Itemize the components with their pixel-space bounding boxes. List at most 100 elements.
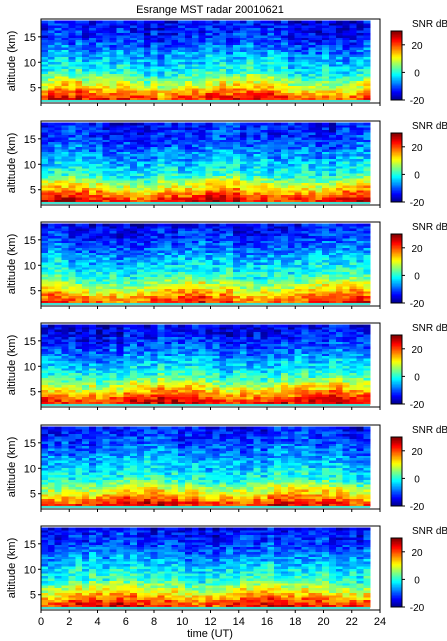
heatmap-cell [232, 192, 241, 196]
heatmap-cell [239, 27, 248, 31]
heatmap-cell [294, 194, 302, 198]
heatmap-cell [260, 92, 268, 96]
heatmap-cell [260, 80, 268, 84]
colorbar-2 [391, 133, 402, 203]
heatmap-cell [82, 78, 90, 82]
heatmap-cell [95, 295, 104, 299]
heatmap-cell [68, 20, 76, 24]
heatmap-cell [315, 194, 323, 198]
heatmap-cell [157, 235, 165, 239]
heatmap-cell [205, 283, 213, 287]
heatmap-cell [342, 259, 350, 263]
heatmap-cell [363, 149, 371, 152]
heatmap-cell [68, 245, 76, 248]
heatmap-cell [150, 95, 158, 98]
heatmap-cell [301, 66, 309, 70]
heatmap-cell [54, 144, 62, 147]
heatmap-cell [342, 68, 350, 72]
heatmap-cell [116, 276, 124, 280]
heatmap-cell [82, 61, 90, 65]
heatmap-cell [164, 141, 172, 145]
colorbar-segment [391, 135, 402, 137]
heatmap-cell [95, 59, 104, 62]
heatmap-cell [191, 295, 200, 299]
heatmap-cell [123, 271, 131, 275]
heatmap-cell [143, 139, 152, 143]
heatmap-cell [109, 199, 117, 203]
colorbar-segment [391, 90, 402, 93]
heatmap-cell [226, 230, 234, 234]
heatmap-cell [54, 39, 62, 43]
heatmap-cell [89, 83, 97, 86]
heatmap-cell [102, 177, 110, 181]
heatmap-cell [226, 240, 234, 244]
heatmap-cell [253, 271, 261, 275]
heatmap-cell [47, 298, 56, 301]
heatmap-cell [287, 175, 296, 179]
heatmap-cell [308, 37, 316, 41]
heatmap-cell [335, 230, 344, 234]
heatmap-cell [212, 276, 220, 280]
heatmap-cell [109, 149, 117, 152]
heatmap-cell [315, 250, 323, 253]
heatmap-cell [61, 242, 69, 246]
heatmap-cell [205, 259, 213, 263]
heatmap-cell [102, 290, 110, 294]
colorbar-segment [391, 37, 402, 40]
heatmap-cell [246, 247, 254, 251]
heatmap-cell [54, 300, 62, 304]
heatmap-cell [143, 185, 152, 188]
heatmap-cell [322, 235, 330, 239]
heatmap-cell [294, 252, 302, 256]
heatmap-cell [54, 85, 62, 89]
heatmap-cell [75, 177, 83, 181]
heatmap-cell [61, 257, 69, 261]
heatmap-cell [349, 225, 357, 229]
heatmap-cell [178, 290, 186, 294]
heatmap-cell [219, 22, 227, 26]
heatmap-cell [75, 283, 83, 287]
heatmap-cell [150, 144, 158, 147]
heatmap-cell [54, 274, 62, 277]
heatmap-cell [239, 153, 248, 157]
heatmap-cell [280, 39, 289, 43]
heatmap-cell [226, 266, 234, 270]
heatmap-cell [260, 71, 268, 74]
heatmap-cell [116, 300, 124, 304]
heatmap-cell [308, 68, 316, 72]
heatmap-cell [184, 293, 193, 297]
heatmap-cell [198, 254, 206, 258]
heatmap-cell [315, 189, 323, 193]
heatmap-cell [68, 230, 76, 234]
heatmap-cell [191, 233, 200, 236]
heatmap-cell [61, 75, 69, 79]
y-axis-label: altitude (km) [6, 133, 18, 194]
heatmap-cell [68, 87, 76, 91]
heatmap-cell [239, 39, 248, 43]
heatmap-cell [198, 269, 206, 273]
heatmap-cell [164, 59, 172, 62]
heatmap-cell [47, 51, 56, 55]
heatmap-cell [260, 87, 268, 91]
heatmap-cell [287, 225, 296, 229]
heatmap-cell [212, 278, 220, 282]
heatmap-cell [61, 83, 69, 86]
heatmap-cell [116, 37, 124, 41]
heatmap-cell [61, 173, 69, 176]
heatmap-cell [136, 225, 145, 229]
heatmap-cell [232, 242, 241, 246]
heatmap-cell [54, 177, 62, 181]
heatmap-cell [356, 185, 364, 188]
heatmap-cell [342, 136, 350, 140]
heatmap-cell [143, 27, 152, 31]
heatmap-cell [68, 298, 76, 301]
heatmap-cell [212, 194, 220, 198]
heatmap-cell [41, 47, 49, 50]
heatmap-cell [47, 63, 56, 67]
heatmap-cell [116, 278, 124, 282]
heatmap-cell [246, 42, 254, 45]
heatmap-cell [198, 281, 206, 285]
heatmap-cell [322, 22, 330, 26]
heatmap-cell [239, 90, 248, 94]
